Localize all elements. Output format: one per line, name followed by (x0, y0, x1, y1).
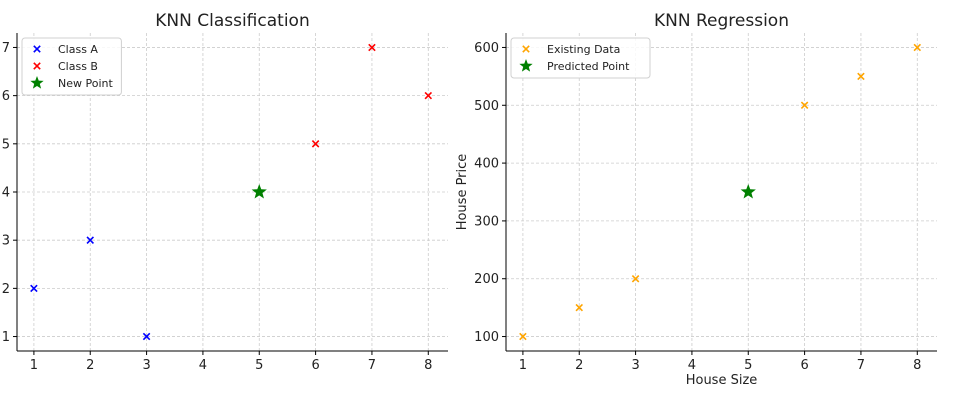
data-point (142, 332, 151, 341)
data-point (575, 303, 584, 312)
y-tick-label: 300 (474, 214, 499, 229)
y-axis-label: House Price (455, 154, 470, 231)
y-tick-label: 6 (2, 89, 10, 104)
y-tick-label: 4 (2, 186, 10, 201)
legend-box (21, 37, 122, 96)
x-tick-label: 5 (255, 358, 263, 373)
x-tick-label: 4 (199, 358, 207, 373)
x-tick-label: 8 (913, 358, 921, 373)
data-point (800, 101, 809, 110)
x-tick-label: 5 (744, 358, 752, 373)
chart-title: KNN Classification (155, 11, 309, 31)
legend-marker (519, 59, 533, 72)
x-tick-label: 3 (142, 358, 150, 373)
x-tick-label: 1 (519, 358, 527, 373)
data-point (86, 236, 95, 244)
legend-marker (33, 62, 41, 70)
data-point (740, 184, 756, 199)
legend-marker (30, 76, 44, 89)
legend-label: Predicted Point (547, 60, 630, 73)
data-point (30, 284, 38, 293)
chart-1: 1 2 3 4 5 6 7 8 1 2 3 4 5 6 7 KNN Classification Class A… (2, 11, 448, 373)
y-tick-label: 3 (2, 234, 10, 249)
x-tick-label: 4 (688, 358, 696, 373)
x-tick-label: 6 (800, 358, 808, 373)
data-point (311, 140, 320, 148)
data-point (519, 332, 527, 341)
y-tick-label: 2 (2, 282, 10, 297)
x-axis-label: House Size (686, 373, 758, 388)
y-tick-label: 5 (2, 137, 10, 152)
y-tick-label: 500 (474, 99, 499, 114)
y-tick-label: 1 (2, 330, 10, 345)
data-point (913, 43, 922, 52)
data-point (368, 43, 376, 52)
legend-marker (33, 45, 41, 53)
x-tick-label: 7 (857, 358, 865, 373)
x-tick-label: 7 (368, 358, 376, 373)
data-point (251, 184, 267, 199)
x-tick-label: 2 (575, 358, 583, 373)
y-tick-label: 7 (2, 41, 10, 56)
legend-marker (522, 45, 530, 53)
x-tick-label: 6 (311, 358, 319, 373)
x-tick-label: 1 (30, 358, 38, 373)
chart-title: KNN Regression (654, 11, 789, 31)
x-tick-label: 8 (424, 358, 432, 373)
legend-box (510, 37, 651, 79)
y-tick-label: 600 (474, 41, 499, 56)
y-tick-label: 200 (474, 272, 499, 287)
x-tick-label: 3 (631, 358, 639, 373)
legend-label: Class B (58, 60, 98, 73)
legend-label: Class A (58, 43, 98, 56)
x-tick-label: 2 (86, 358, 94, 373)
data-point (424, 91, 433, 100)
legend-label: New Point (58, 77, 113, 90)
data-point (631, 274, 640, 283)
y-tick-label: 400 (474, 157, 499, 172)
data-point (857, 72, 865, 81)
chart-2: 1 2 3 4 5 6 7 8 100 200 300 400 500 600 KNN Regression… (455, 11, 937, 388)
legend-label: Existing Data (547, 43, 620, 56)
y-tick-label: 100 (474, 330, 499, 345)
